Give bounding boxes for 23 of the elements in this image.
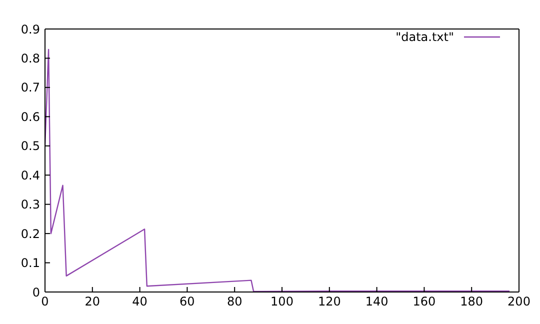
y-tick-label: 0 xyxy=(32,285,40,300)
y-tick-label: 0.5 xyxy=(20,139,40,154)
y-tick-label: 0.6 xyxy=(20,110,40,124)
y-tick-label: 0.3 xyxy=(20,198,40,212)
x-tick-label: 40 xyxy=(132,294,148,309)
y-tick-label: 0.8 xyxy=(20,51,40,66)
x-tick-label: 160 xyxy=(412,294,436,309)
y-tick-label: 0.4 xyxy=(20,168,40,182)
y-tick-label: 0.1 xyxy=(20,256,40,270)
x-tick-label: 140 xyxy=(365,294,388,309)
x-tick-label: 80 xyxy=(226,294,242,309)
x-tick-label: 100 xyxy=(270,294,294,309)
x-tick-label: 20 xyxy=(84,294,100,309)
line-series xyxy=(45,48,510,292)
y-tick-label: 0.7 xyxy=(20,80,40,95)
legend-label: "data.txt" xyxy=(396,30,454,44)
x-tick-label: 200 xyxy=(508,294,530,309)
y-tick-label: 0.2 xyxy=(20,226,40,241)
y-tick-label: 0.9 xyxy=(20,22,40,36)
x-tick-label: 180 xyxy=(460,294,484,309)
x-tick-label: 60 xyxy=(180,294,195,309)
x-tick-label: 0 xyxy=(41,294,49,309)
x-tick-label: 120 xyxy=(318,294,341,309)
